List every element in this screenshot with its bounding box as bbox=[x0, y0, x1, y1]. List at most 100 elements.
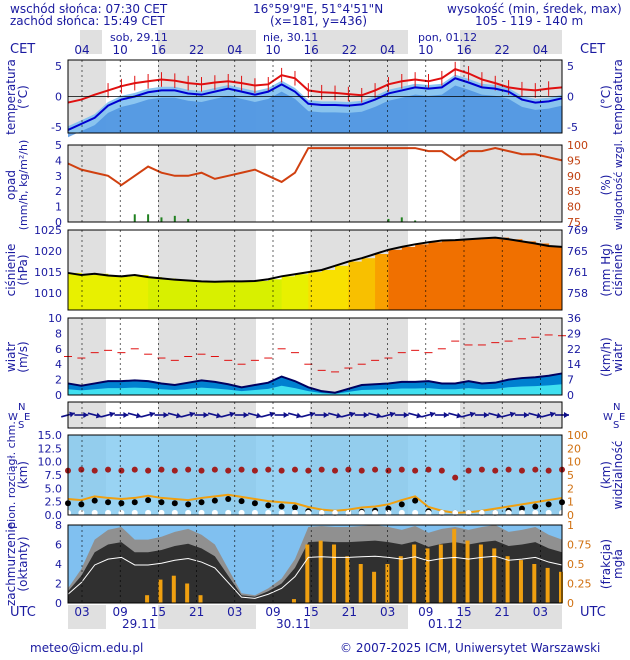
cloud-tick: 2 bbox=[55, 578, 62, 591]
fog-bar bbox=[452, 528, 457, 603]
precipitation-bar bbox=[387, 218, 390, 222]
cet-label-left: CET bbox=[10, 42, 35, 57]
fog-bar bbox=[185, 583, 190, 603]
wind-speed-line bbox=[67, 372, 563, 394]
temp-ylabel-right: temperatura bbox=[611, 59, 625, 135]
wind-kmh-tick: 22 bbox=[567, 343, 581, 356]
cloud-tick: 8 bbox=[55, 519, 62, 532]
precip-tick: 5 bbox=[55, 139, 62, 152]
pressure-fill-segment bbox=[254, 280, 269, 310]
humidity-line bbox=[67, 147, 563, 187]
pressure-fill-segment bbox=[348, 261, 363, 310]
wind-arrow-head bbox=[189, 411, 195, 418]
cloud-top-dot bbox=[278, 467, 285, 474]
wind-kmh-tick: 0 bbox=[567, 389, 574, 402]
pressure-tick: 1020 bbox=[34, 245, 62, 258]
wind-arrow-head bbox=[363, 412, 369, 418]
ground-dot bbox=[332, 509, 339, 516]
precip-ylabel: opad bbox=[4, 170, 18, 200]
pressure-fill-segment bbox=[241, 281, 256, 310]
compass-w-left: W bbox=[8, 412, 18, 423]
cloud-top-dot bbox=[345, 466, 352, 473]
wind-tick: 0 bbox=[55, 389, 62, 402]
panel-border bbox=[67, 401, 563, 429]
wind-arrow-head bbox=[135, 412, 142, 419]
day-label: nie, 30.11 bbox=[263, 31, 318, 44]
pressure-fill-segment bbox=[321, 270, 336, 310]
cloud-top-dot bbox=[211, 466, 218, 473]
pressure-fill-segment bbox=[174, 279, 189, 310]
cloud-ylabel: zachmurzenie bbox=[4, 522, 18, 606]
ground-dot bbox=[105, 509, 112, 516]
wind-direction-arrow bbox=[101, 411, 116, 418]
visibility-ylabel: widzialność bbox=[611, 441, 625, 510]
ground-dot bbox=[291, 509, 298, 516]
cloud-top-dot bbox=[171, 467, 178, 474]
wind-direction-arrow bbox=[234, 412, 249, 418]
header-night-band bbox=[310, 30, 408, 54]
pressure-line bbox=[67, 236, 563, 283]
cloud-top-dot bbox=[105, 466, 112, 473]
ground-dot bbox=[465, 509, 472, 516]
fog-bar bbox=[291, 599, 296, 603]
wind-kmh-tick: 7 bbox=[567, 374, 574, 387]
cloud-top-dot bbox=[91, 467, 98, 474]
visibility-tick: 1 bbox=[567, 496, 574, 509]
thickness-tick: 0.0 bbox=[45, 509, 63, 522]
wind-arrow-head bbox=[149, 411, 155, 418]
cloud-top-dot bbox=[532, 466, 539, 473]
cloud-base-dot bbox=[412, 497, 419, 504]
cloud-base-dot bbox=[545, 501, 552, 508]
ground-dot bbox=[545, 509, 552, 516]
cloud-top-dot bbox=[131, 466, 138, 473]
pressure-fill-segment bbox=[281, 276, 296, 310]
wind-direction-arrow bbox=[501, 411, 516, 418]
wind-kmh-tick: 14 bbox=[567, 358, 581, 371]
fog-bar bbox=[532, 564, 537, 603]
cloud-base-dot bbox=[385, 505, 392, 512]
compass-e-left: E bbox=[24, 412, 30, 423]
fog-bar bbox=[385, 564, 390, 603]
cloud-top-dot bbox=[118, 467, 125, 474]
cloud-top-dot bbox=[358, 467, 365, 474]
ground-dot bbox=[238, 509, 245, 516]
thickness-tick: 5.0 bbox=[45, 482, 63, 495]
visibility-tick: 10 bbox=[567, 456, 581, 469]
wind-direction-arrow bbox=[114, 412, 129, 418]
temp-unit-right: (°C) bbox=[599, 85, 613, 109]
wind-arrow-head bbox=[509, 411, 516, 418]
ground-dot bbox=[211, 509, 218, 516]
wind-direction-arrow bbox=[154, 412, 169, 418]
cloud-top-dot bbox=[198, 467, 205, 474]
cloud-base-dot bbox=[238, 498, 245, 505]
cet-tick-label: 22 bbox=[189, 43, 204, 57]
temperature-line bbox=[67, 68, 563, 104]
temp-tick-right: 5 bbox=[567, 60, 574, 73]
footer-email[interactable]: meteo@icm.edu.pl bbox=[30, 641, 144, 655]
cloud-top-dot bbox=[238, 466, 245, 473]
visibility-tick: 0 bbox=[567, 509, 574, 522]
perceived-temperature-line bbox=[67, 77, 563, 131]
pressure-fill-segment bbox=[94, 273, 109, 310]
cet-tick-label: 04 bbox=[227, 43, 242, 57]
ground-dot bbox=[91, 509, 98, 516]
pressure-ylabel: ciśnienie bbox=[4, 244, 18, 297]
utc-tick-label: 03 bbox=[74, 605, 89, 619]
wind-arrow-head bbox=[403, 412, 409, 418]
dewpoint-fill-area bbox=[68, 85, 562, 138]
cloud-base-dot bbox=[145, 497, 152, 504]
wind-direction-arrow bbox=[74, 412, 89, 418]
cloud-mid-line bbox=[67, 555, 563, 599]
pressure-fill-segment bbox=[468, 239, 483, 310]
ground-dot bbox=[131, 509, 138, 516]
ground-dot bbox=[145, 509, 152, 516]
precip-tick: 0 bbox=[55, 216, 62, 229]
fog-bar bbox=[412, 544, 417, 603]
wind-ylabel-right: wiatr bbox=[611, 342, 625, 372]
ground-dot bbox=[198, 509, 205, 516]
altitude-values: 105 - 119 - 140 m bbox=[475, 14, 584, 28]
ground-dot bbox=[171, 509, 178, 516]
ground-dot bbox=[478, 509, 485, 516]
wind-arrow-head bbox=[564, 412, 569, 418]
